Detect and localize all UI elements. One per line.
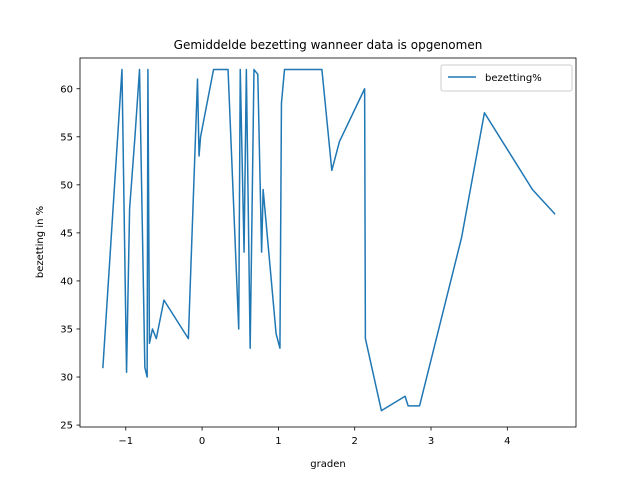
y-tick-label: 60 (60, 84, 73, 95)
y-tick-label: 40 (60, 276, 73, 287)
y-tick-label: 45 (60, 228, 73, 239)
legend: bezetting% (440, 64, 573, 92)
y-axis: 25 30 35 40 45 50 55 60 (60, 84, 80, 432)
axes-frame (79, 57, 577, 428)
x-tick-label: 0 (199, 436, 205, 447)
series-line-bezetting (102, 68, 556, 412)
y-axis-label: bezetting in % (35, 206, 46, 278)
y-tick-label: 55 (60, 132, 73, 143)
x-tick-label: 1 (275, 436, 281, 447)
plot-area (79, 57, 577, 428)
y-tick-label: 35 (60, 324, 73, 335)
x-tick-label: −1 (118, 436, 133, 447)
legend-label: bezetting% (485, 73, 542, 84)
x-axis-label: graden (310, 459, 345, 470)
x-tick-label: 4 (504, 436, 510, 447)
x-tick-label: 2 (352, 436, 358, 447)
legend-box (440, 64, 573, 92)
y-tick-label: 50 (60, 180, 73, 191)
y-tick-label: 30 (60, 373, 73, 384)
y-tick-label: 25 (60, 421, 73, 432)
chart-title: Gemiddelde bezetting wanneer data is opg… (174, 38, 483, 52)
x-tick-label: 3 (428, 436, 434, 447)
x-axis: −1 0 1 2 3 4 (118, 427, 511, 447)
